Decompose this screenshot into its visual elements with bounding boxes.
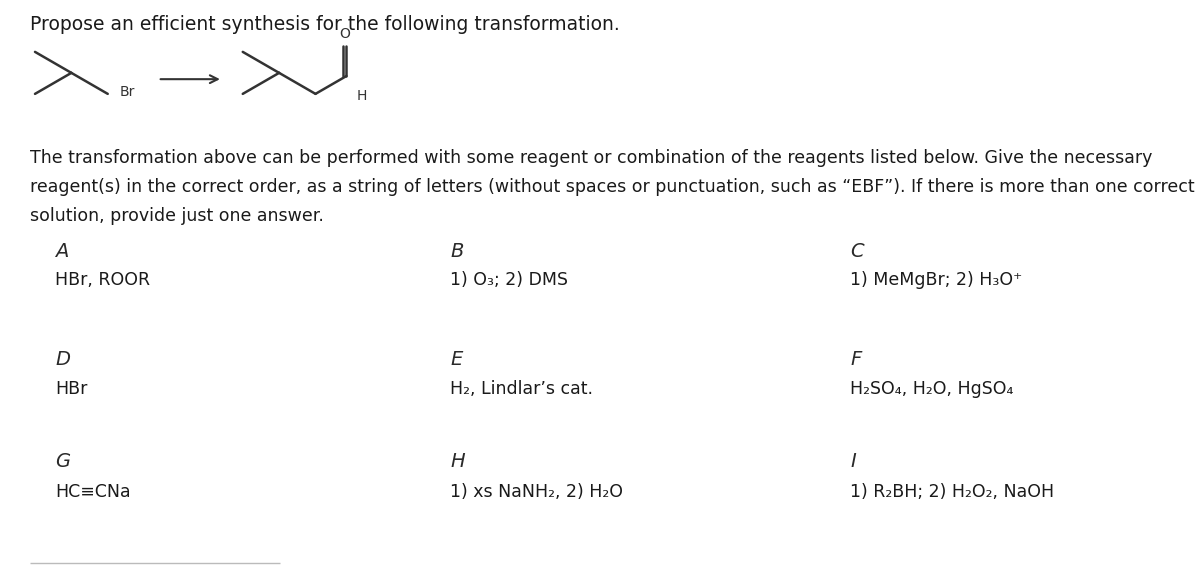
Text: H₂SO₄, H₂O, HgSO₄: H₂SO₄, H₂O, HgSO₄ <box>850 380 1014 398</box>
Text: G: G <box>55 452 70 471</box>
Text: 1) R₂BH; 2) H₂O₂, NaOH: 1) R₂BH; 2) H₂O₂, NaOH <box>850 483 1054 501</box>
Text: C: C <box>850 242 864 261</box>
Text: H: H <box>450 452 464 471</box>
Text: HC≡CNa: HC≡CNa <box>55 483 131 501</box>
Text: 1) O₃; 2) DMS: 1) O₃; 2) DMS <box>450 271 568 289</box>
Text: Propose an efficient synthesis for the following transformation.: Propose an efficient synthesis for the f… <box>30 15 619 34</box>
Text: E: E <box>450 350 462 369</box>
Text: H: H <box>356 89 367 103</box>
Text: HBr: HBr <box>55 380 88 398</box>
Text: B: B <box>450 242 463 261</box>
Text: F: F <box>850 350 862 369</box>
Text: solution, provide just one answer.: solution, provide just one answer. <box>30 207 324 225</box>
Text: D: D <box>55 350 70 369</box>
Text: H₂, Lindlar’s cat.: H₂, Lindlar’s cat. <box>450 380 593 398</box>
Text: A: A <box>55 242 68 261</box>
Text: O: O <box>340 27 350 41</box>
Text: 1) xs NaNH₂, 2) H₂O: 1) xs NaNH₂, 2) H₂O <box>450 483 623 501</box>
Text: HBr, ROOR: HBr, ROOR <box>55 271 150 289</box>
Text: reagent(s) in the correct order, as a string of letters (without spaces or punct: reagent(s) in the correct order, as a st… <box>30 178 1195 196</box>
Text: Br: Br <box>120 85 136 99</box>
Text: The transformation above can be performed with some reagent or combination of th: The transformation above can be performe… <box>30 149 1152 167</box>
Text: 1) MeMgBr; 2) H₃O⁺: 1) MeMgBr; 2) H₃O⁺ <box>850 271 1022 289</box>
Text: I: I <box>850 452 856 471</box>
